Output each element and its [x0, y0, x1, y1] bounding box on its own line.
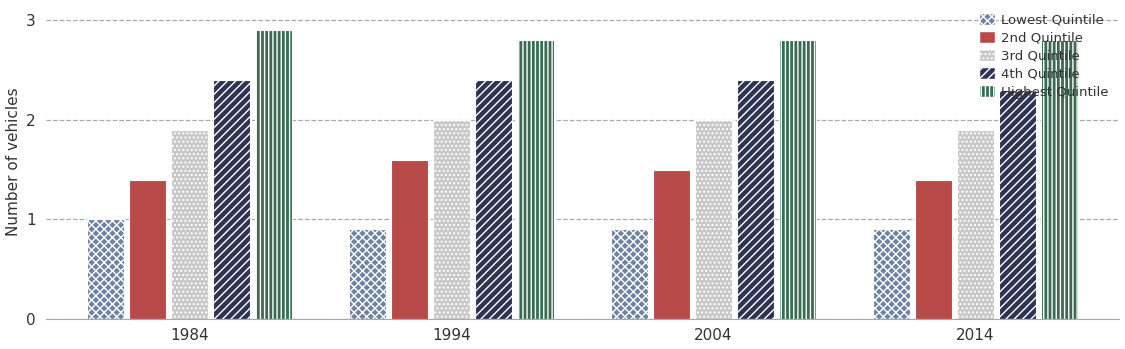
- Bar: [957, 130, 993, 319]
- Legend: Lowest Quintile, 2nd Quintile, 3rd Quintile, 4th Quintile, Highest Quintile: Lowest Quintile, 2nd Quintile, 3rd Quint…: [975, 9, 1113, 103]
- Bar: [695, 120, 731, 319]
- Bar: [518, 40, 554, 319]
- Bar: [654, 170, 690, 319]
- Bar: [611, 229, 648, 319]
- Bar: [392, 159, 428, 319]
- Bar: [737, 80, 774, 319]
- Bar: [350, 229, 386, 319]
- Bar: [214, 80, 250, 319]
- Bar: [255, 30, 291, 319]
- Y-axis label: Number of vehicles: Number of vehicles: [6, 88, 20, 237]
- Bar: [778, 40, 816, 319]
- Bar: [88, 219, 124, 319]
- Bar: [999, 90, 1036, 319]
- Bar: [873, 229, 910, 319]
- Bar: [915, 179, 952, 319]
- Bar: [129, 179, 166, 319]
- Bar: [475, 80, 512, 319]
- Bar: [1041, 40, 1078, 319]
- Bar: [171, 130, 208, 319]
- Bar: [433, 120, 470, 319]
